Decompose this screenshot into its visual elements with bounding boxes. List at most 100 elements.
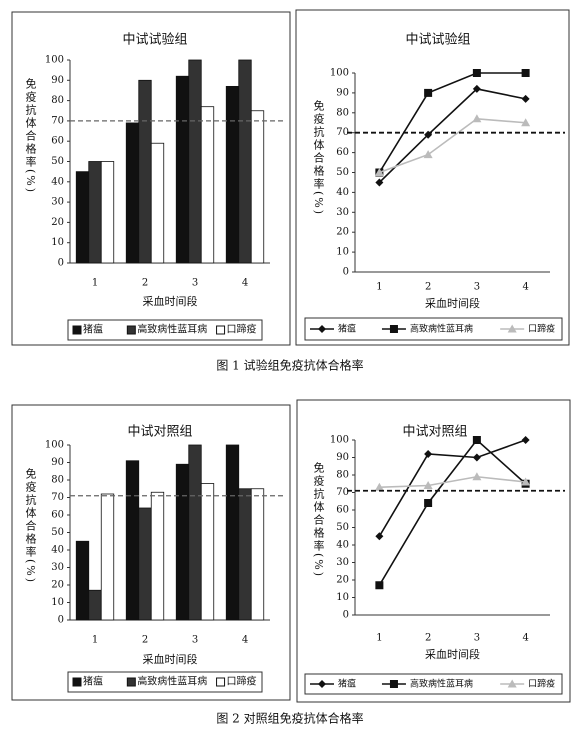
marker — [521, 69, 530, 77]
x-axis-label: 采血时间段 — [425, 296, 480, 310]
bar — [88, 161, 102, 264]
series-line — [379, 475, 526, 489]
y-tick-label: 70 — [51, 115, 64, 126]
legend-label: 口蹄疫 — [528, 323, 555, 335]
y-tick-label: 90 — [51, 457, 64, 468]
marker — [318, 325, 326, 333]
y-tick-label: 0 — [58, 258, 64, 269]
marker — [374, 168, 384, 176]
marker — [472, 114, 482, 123]
bar — [175, 463, 190, 621]
legend-label: 高致病性蓝耳病 — [410, 678, 473, 690]
marker — [374, 482, 384, 491]
marker — [472, 69, 481, 77]
legend-swatch — [216, 677, 226, 687]
y-tick-label: 10 — [336, 592, 349, 603]
x-tick-label: 2 — [142, 278, 148, 289]
x-tick-label: 2 — [142, 635, 148, 646]
series-line — [379, 117, 526, 174]
y-tick-label: 50 — [51, 527, 64, 538]
legend-label: 高致病性蓝耳病 — [137, 675, 207, 688]
y-tick-label: 30 — [336, 207, 349, 218]
x-axis-label: 采血时间段 — [143, 652, 198, 666]
bar — [138, 79, 152, 264]
legend-label: 猪瘟 — [83, 675, 103, 688]
panel-frame — [11, 11, 291, 346]
x-axis-label: 采血时间段 — [143, 294, 198, 308]
panel-frame — [11, 404, 291, 701]
bar — [150, 142, 165, 264]
panel-frame — [295, 9, 570, 346]
bar — [188, 59, 202, 264]
x-tick-label: 1 — [376, 633, 382, 644]
series-line — [378, 88, 526, 184]
legend-box — [67, 319, 263, 341]
legend-label: 猪瘟 — [338, 678, 356, 690]
y-tick-label: 40 — [336, 187, 349, 198]
x-tick-label: 2 — [425, 633, 431, 644]
x-tick-label: 4 — [242, 635, 248, 646]
y-tick-label: 40 — [51, 545, 64, 556]
x-tick-label: 2 — [425, 282, 431, 293]
bar — [75, 171, 90, 264]
bar — [88, 589, 102, 621]
y-tick-label: 30 — [51, 197, 64, 208]
x-tick-label: 3 — [192, 635, 198, 646]
x-axis-label: 采血时间段 — [425, 647, 480, 661]
y-axis-label: 免疫抗体合格率(%) — [312, 99, 325, 216]
x-tick-label: 4 — [522, 633, 528, 644]
bar — [138, 507, 152, 621]
chart-title: 中试对照组 — [127, 425, 192, 440]
legend-label: 高致病性蓝耳病 — [410, 323, 473, 335]
x-tick-label: 4 — [242, 278, 248, 289]
legend-swatch — [126, 325, 136, 335]
bar — [200, 483, 215, 621]
y-axis-label: 免疫抗体合格率(%) — [312, 461, 325, 578]
chart-title: 中试试验组 — [122, 32, 187, 48]
x-tick-label: 3 — [192, 278, 198, 289]
series-line — [378, 438, 527, 586]
y-tick-label: 80 — [336, 470, 349, 481]
marker — [389, 325, 398, 333]
marker — [472, 453, 481, 462]
y-tick-label: 60 — [336, 505, 349, 516]
panel-frame — [296, 399, 571, 703]
y-tick-label: 60 — [51, 136, 64, 147]
legend-label: 口蹄疫 — [227, 323, 257, 336]
x-tick-label: 1 — [92, 635, 98, 646]
y-tick-label: 40 — [336, 540, 349, 551]
legend-label: 口蹄疫 — [528, 678, 555, 690]
y-tick-label: 10 — [51, 237, 64, 248]
marker — [375, 532, 384, 541]
marker — [424, 88, 433, 97]
bar — [125, 460, 140, 621]
marker — [318, 680, 326, 688]
marker — [423, 150, 433, 159]
y-tick-label: 100 — [45, 440, 64, 451]
marker — [472, 436, 481, 444]
marker — [521, 436, 530, 444]
marker — [423, 481, 433, 489]
legend-label: 猪瘟 — [83, 323, 103, 336]
legend-box — [67, 671, 263, 693]
marker — [521, 94, 530, 103]
bar — [238, 488, 252, 621]
y-tick-label: 30 — [51, 562, 64, 573]
y-tick-label: 90 — [51, 75, 64, 86]
legend-label: 猪瘟 — [338, 323, 356, 335]
x-tick-label: 1 — [92, 278, 98, 289]
legend-box — [304, 317, 563, 341]
y-tick-label: 20 — [336, 575, 349, 586]
y-tick-label: 80 — [336, 107, 349, 118]
legend-swatch — [216, 325, 226, 335]
chart-title: 中试试验组 — [405, 32, 470, 48]
y-tick-label: 100 — [330, 435, 349, 446]
y-tick-label: 60 — [336, 147, 349, 158]
y-tick-label: 10 — [336, 247, 349, 258]
y-tick-label: 100 — [45, 55, 64, 66]
y-tick-label: 50 — [336, 522, 349, 533]
x-tick-label: 3 — [474, 282, 480, 293]
x-tick-label: 4 — [522, 282, 528, 293]
bar — [188, 444, 202, 621]
